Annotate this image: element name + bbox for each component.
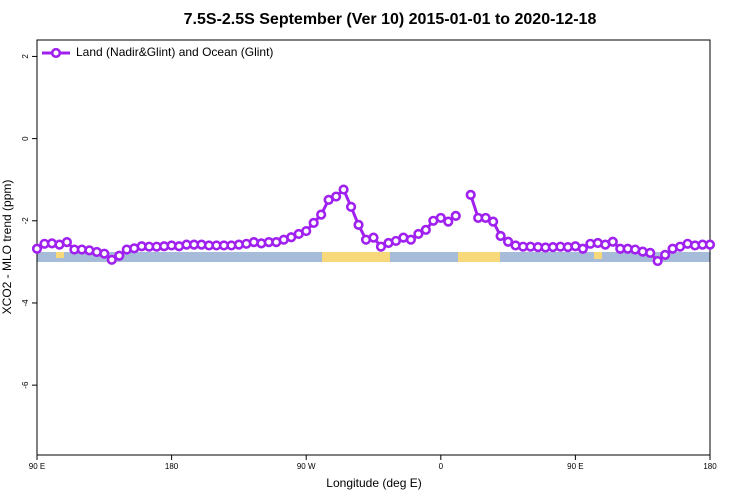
data-point — [301, 225, 312, 237]
legend-label: Land (Nadir&Glint) and Ocean (Glint) — [76, 45, 273, 59]
data-point — [577, 243, 588, 254]
data-point — [465, 189, 476, 201]
y-tick-label: -4 — [21, 299, 30, 307]
data-point — [338, 184, 349, 195]
data-point — [443, 216, 454, 227]
data-point — [331, 191, 342, 202]
data-point — [405, 234, 416, 245]
data-point — [503, 236, 514, 247]
data-point — [61, 237, 73, 248]
land-band — [458, 252, 500, 262]
data-point — [645, 247, 656, 258]
land-band — [56, 252, 64, 258]
x-tick-label: 180 — [165, 462, 179, 471]
x-tick-label: 180 — [703, 462, 717, 471]
data-point — [316, 209, 327, 220]
data-point — [345, 201, 357, 212]
chart-title: 7.5S-2.5S September (Ver 10) 2015-01-01 … — [184, 11, 597, 28]
data-point — [488, 216, 499, 227]
data-point — [607, 236, 618, 247]
data-point — [435, 212, 446, 224]
y-tick-label: -6 — [21, 381, 30, 389]
data-point — [308, 217, 319, 228]
data-point — [480, 212, 491, 224]
land-band — [594, 252, 602, 259]
x-tick-label: 90 E — [29, 462, 45, 471]
data-point — [368, 232, 379, 243]
y-tick-label: 2 — [21, 54, 30, 59]
data-point — [420, 224, 431, 235]
data-point — [495, 230, 506, 242]
x-axis-label: Longitude (deg E) — [326, 476, 421, 490]
y-tick-label: -2 — [21, 217, 30, 225]
data-point — [660, 249, 671, 260]
data-point — [99, 248, 110, 259]
data-point — [704, 239, 716, 250]
data-point — [450, 210, 461, 221]
y-tick-label: 0 — [21, 136, 30, 141]
land-band — [322, 252, 390, 262]
legend-marker — [50, 47, 62, 59]
surface-band — [37, 252, 710, 262]
data-point — [106, 254, 117, 265]
x-tick-label: 90 W — [297, 462, 316, 471]
data-point — [413, 228, 424, 240]
data-point — [375, 241, 387, 252]
x-tick-label: 0 — [439, 462, 444, 471]
data-point — [652, 255, 663, 267]
x-tick-label: 90 E — [567, 462, 583, 471]
y-axis-label: XCO2 - MLO trend (ppm) — [0, 180, 14, 315]
data-point — [353, 219, 364, 231]
data-point — [31, 243, 43, 254]
data-point — [114, 250, 125, 261]
